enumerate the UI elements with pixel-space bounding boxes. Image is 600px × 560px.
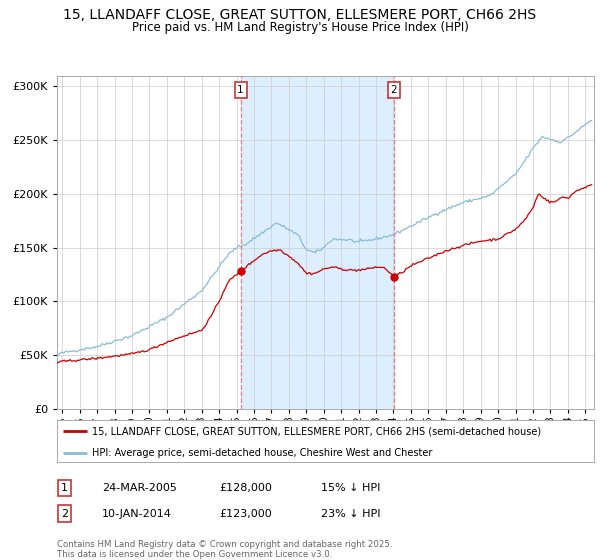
Text: 10-JAN-2014: 10-JAN-2014 [102,508,172,519]
Text: 23% ↓ HPI: 23% ↓ HPI [321,508,380,519]
Text: Contains HM Land Registry data © Crown copyright and database right 2025.
This d: Contains HM Land Registry data © Crown c… [57,540,392,559]
Bar [241,76,394,409]
Text: £123,000: £123,000 [219,508,272,519]
Text: 15% ↓ HPI: 15% ↓ HPI [321,483,380,493]
Text: 15, LLANDAFF CLOSE, GREAT SUTTON, ELLESMERE PORT, CH66 2HS: 15, LLANDAFF CLOSE, GREAT SUTTON, ELLESM… [64,8,536,22]
Text: 1: 1 [61,483,68,493]
Text: 1: 1 [237,85,244,95]
Text: HPI: Average price, semi-detached house, Cheshire West and Chester: HPI: Average price, semi-detached house,… [92,448,432,458]
Text: 24-MAR-2005: 24-MAR-2005 [102,483,177,493]
Text: Price paid vs. HM Land Registry's House Price Index (HPI): Price paid vs. HM Land Registry's House … [131,21,469,34]
Text: £128,000: £128,000 [219,483,272,493]
Text: 15, LLANDAFF CLOSE, GREAT SUTTON, ELLESMERE PORT, CH66 2HS (semi-detached house): 15, LLANDAFF CLOSE, GREAT SUTTON, ELLESM… [92,426,541,436]
Text: 2: 2 [61,508,68,519]
Text: 2: 2 [391,85,397,95]
